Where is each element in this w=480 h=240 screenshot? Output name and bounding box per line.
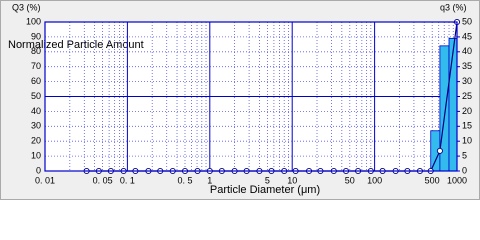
y-tick-label: 50 [31,91,41,101]
x-tick-label: 100 [367,175,382,185]
y-tick-label: 20 [31,136,41,146]
y2-tick-label: 20 [462,106,472,116]
y-axis-title: Q3 (%) [12,2,41,12]
y-tick-label: 40 [31,106,41,116]
y2-tick-label: 10 [462,136,472,146]
point [436,147,443,154]
y2-tick-label: 40 [462,46,472,56]
x-tick-label: 1 [207,175,212,185]
y-tick-label: 90 [31,31,41,41]
y-tick-label: 60 [31,76,41,86]
y2-tick-label: 5 [462,150,467,160]
annotation: Normalized Particle Amount [8,39,144,51]
y2-tick-label: 30 [462,76,472,86]
x-tick-label: 5 [265,175,270,185]
x-tick-label: 1000 [447,175,467,185]
y2-tick-label: 0 [462,165,467,175]
x-tick-label: 50 [345,175,355,185]
x-tick-label: 0. 5 [177,175,192,185]
y-tick-label: 30 [31,121,41,131]
x-axis-title: Particle Diameter (μm) [210,184,320,196]
y2-axis-title: q3 (%) [440,2,467,12]
y2-tick-label: 50 [462,16,472,26]
y2-tick-label: 25 [462,91,472,101]
y-tick-label: 0 [36,165,41,175]
y2-tick-label: 45 [462,31,472,41]
x-tick-label: 0. 05 [93,175,113,185]
chart: Q3 (%) q3 (%) Normalized Particle Amount… [0,0,480,200]
y2-tick-label: 15 [462,121,472,131]
x-tick-label: 0. 1 [120,175,135,185]
y2-tick-label: 35 [462,61,472,71]
x-tick-label: 0. 01 [35,175,55,185]
x-tick-label: 500 [425,175,440,185]
y-tick-label: 80 [31,46,41,56]
x-tick-label: 10 [287,175,297,185]
plot-frame [44,21,458,172]
histogram-bar [448,37,458,172]
y-tick-label: 70 [31,61,41,71]
y-tick-label: 10 [31,150,41,160]
y-tick-label: 100 [26,16,41,26]
